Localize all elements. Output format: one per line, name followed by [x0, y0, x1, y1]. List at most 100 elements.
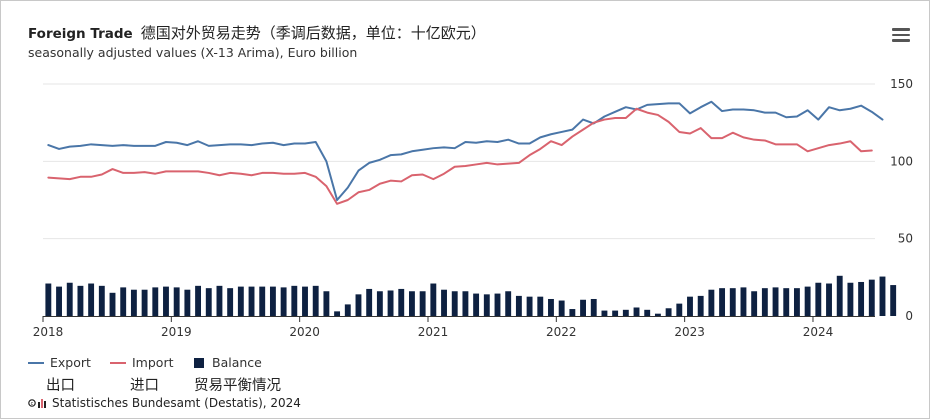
- balance-bar: [879, 276, 886, 316]
- credit-text: Statistisches Bundesamt (Destatis), 2024: [52, 396, 301, 410]
- destatis-logo-icon: c: [28, 397, 50, 411]
- legend-export-cn: 出口: [46, 378, 75, 394]
- balance-bar: [751, 291, 758, 316]
- balance-bar: [409, 291, 415, 316]
- balance-bar: [259, 286, 266, 316]
- legend-balance-label: Balance: [212, 355, 262, 370]
- balance-bar: [729, 288, 736, 316]
- svg-text:c: c: [31, 401, 34, 407]
- balance-bar: [366, 288, 373, 316]
- balance-bar: [783, 288, 790, 316]
- balance-bar: [355, 294, 362, 316]
- balance-bar: [334, 311, 341, 316]
- legend-item-export[interactable]: Export 出口: [28, 354, 91, 394]
- balance-bar: [633, 307, 640, 316]
- balance-bar: [441, 289, 447, 316]
- balance-bar: [826, 283, 832, 316]
- x-tick-label: 2021: [418, 325, 449, 339]
- balance-bar: [622, 309, 629, 316]
- balance-bar: [248, 286, 255, 316]
- balance-bars: [45, 275, 897, 316]
- balance-bar: [858, 281, 865, 316]
- balance-bar: [526, 296, 533, 316]
- balance-bar: [451, 291, 458, 316]
- balance-bar: [280, 287, 287, 316]
- balance-bar: [815, 282, 822, 316]
- x-axis: 2018 2019 2020 2021 2022 2023 2024: [33, 316, 834, 339]
- legend-balance-cn: 贸易平衡情况: [194, 378, 281, 394]
- chart-subtitle: seasonally adjusted values (X-13 Arima),…: [28, 45, 358, 60]
- y-tick-label: 100: [890, 154, 913, 168]
- balance-bar: [868, 279, 875, 316]
- x-tick-label: 2024: [803, 325, 834, 339]
- title-chinese: 德国对外贸易走势（季调后数据，单位：十亿欧元）: [140, 24, 486, 42]
- balance-bar: [291, 285, 298, 316]
- balance-bar: [473, 293, 480, 316]
- balance-bar: [654, 313, 661, 316]
- balance-bar: [569, 309, 576, 316]
- x-tick-label: 2018: [33, 325, 64, 339]
- series-lines: [47, 100, 884, 205]
- chart-menu-icon[interactable]: [892, 28, 910, 42]
- balance-bar: [216, 285, 223, 316]
- export-line-swatch: [28, 361, 44, 364]
- balance-bar: [772, 287, 779, 316]
- balance-bar: [548, 298, 554, 316]
- x-tick-label: 2022: [546, 325, 577, 339]
- export-line: [47, 100, 884, 201]
- balance-bar: [430, 283, 437, 316]
- legend-item-balance[interactable]: Balance 贸易平衡情况: [194, 354, 281, 394]
- menu-bar: [892, 28, 910, 31]
- balance-bar: [120, 287, 127, 316]
- balance-bar: [708, 289, 715, 316]
- balance-bar: [109, 292, 116, 316]
- balance-bar: [515, 295, 522, 316]
- balance-bar: [163, 286, 169, 316]
- legend: Export 出口 Import 进口 Balance 贸易平衡情况: [28, 354, 328, 394]
- balance-bar: [130, 289, 137, 316]
- y-axis: 0 50 100 150: [890, 77, 913, 323]
- balance-bar: [45, 283, 52, 316]
- balance-bar: [419, 291, 426, 316]
- balance-bar: [195, 285, 202, 316]
- balance-bar: [890, 285, 897, 316]
- credit-line: c Statistisches Bundesamt (Destatis), 20…: [28, 396, 301, 411]
- grid-lines: [43, 83, 875, 317]
- balance-bar: [141, 289, 148, 316]
- y-tick-label: 50: [898, 232, 913, 246]
- balance-bar: [173, 287, 180, 316]
- title-english: Foreign Trade: [28, 26, 133, 42]
- balance-bar: [77, 285, 84, 316]
- balance-bar: [494, 293, 501, 316]
- balance-bar: [505, 291, 512, 316]
- balance-bar: [237, 286, 244, 316]
- balance-bar: [687, 296, 693, 316]
- x-tick-label: 2020: [289, 325, 320, 339]
- balance-bar: [612, 310, 619, 316]
- balance-bar: [804, 286, 811, 316]
- balance-bar: [56, 286, 62, 316]
- balance-bar: [793, 288, 800, 316]
- legend-item-import[interactable]: Import 进口: [110, 354, 174, 394]
- x-tick-label: 2023: [674, 325, 705, 339]
- balance-bar: [398, 288, 405, 316]
- balance-bar: [312, 285, 319, 316]
- import-line-swatch: [110, 361, 126, 364]
- balance-bar: [836, 275, 843, 316]
- balance-bar: [66, 282, 73, 316]
- balance-bar: [462, 291, 469, 316]
- balance-bar: [719, 288, 726, 316]
- balance-bar: [88, 283, 95, 316]
- balance-bar: [98, 285, 105, 316]
- menu-bar: [892, 39, 910, 42]
- balance-bar: [387, 290, 394, 316]
- balance-bar: [697, 295, 704, 316]
- balance-bar: [761, 288, 768, 316]
- balance-bar: [152, 287, 159, 316]
- balance-bar: [184, 289, 191, 316]
- legend-import-label: Import: [132, 355, 174, 370]
- balance-bar: [580, 299, 586, 316]
- balance-bar: [676, 303, 683, 316]
- legend-import-cn: 进口: [130, 378, 159, 394]
